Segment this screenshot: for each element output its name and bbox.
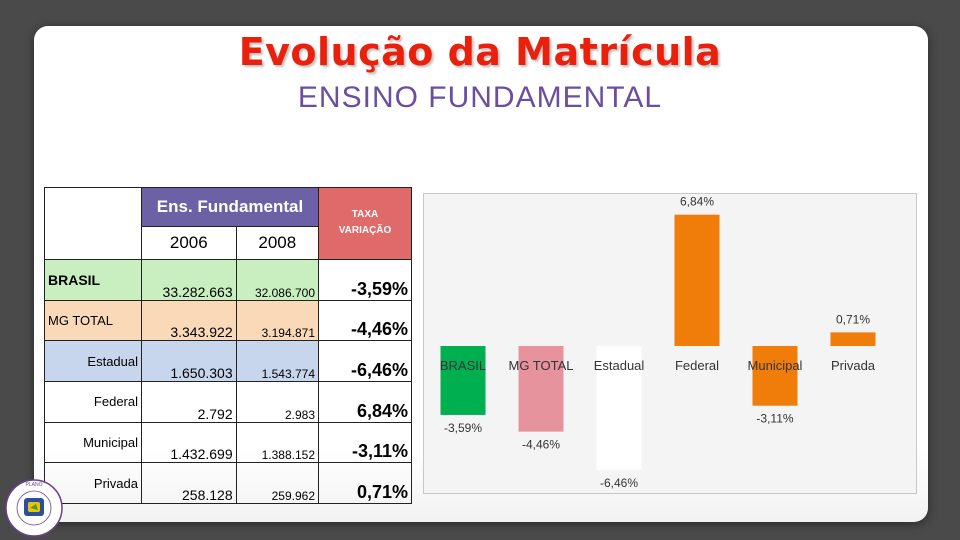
year-header-2006: 2006 xyxy=(141,225,237,260)
table-row: BRASIL 33.282.663 32.086.700 -3,59% xyxy=(44,258,412,301)
category-label: Federal xyxy=(675,358,719,373)
row-label: Estadual xyxy=(44,340,142,382)
bar-federal xyxy=(674,214,720,346)
table-row: Federal 2.792 2.983 6,84% xyxy=(44,380,412,423)
category-label: Estadual xyxy=(594,358,645,373)
rate-value: -3,59% xyxy=(318,258,412,301)
value-2006: 33.282.663 xyxy=(141,258,237,301)
bar-mg-total xyxy=(518,346,564,432)
table-rate-header: TAXA VARIAÇÃO xyxy=(318,187,412,260)
rate-header-line2: VARIAÇÃO xyxy=(338,225,392,237)
slide-title: Evolução da Matrícula xyxy=(238,30,722,74)
data-label: -4,46% xyxy=(522,438,560,452)
value-2008: 32.086.700 xyxy=(235,258,320,301)
data-label: 0,71% xyxy=(836,312,870,326)
category-label: Privada xyxy=(831,358,876,373)
rate-value: -6,46% xyxy=(318,340,412,382)
category-label: MG TOTAL xyxy=(508,358,573,373)
value-2008: 259.962 xyxy=(235,462,320,504)
row-label: Federal xyxy=(44,380,142,423)
rate-value: 6,84% xyxy=(318,380,412,423)
bar-municipal xyxy=(752,346,798,406)
rate-header-line1: TAXA xyxy=(351,209,379,221)
rate-value: 0,71% xyxy=(318,462,412,504)
rate-value: -4,46% xyxy=(318,299,412,342)
row-label: Municipal xyxy=(44,421,142,464)
rate-bar-chart: -3,59% -4,46% -6,46% 6,84% -3,11% 0,71% BRASIL… xyxy=(423,193,917,494)
category-label: BRASIL xyxy=(440,358,486,373)
value-2008: 1.388.152 xyxy=(235,421,320,464)
table-row: Municipal 1.432.699 1.388.152 -3,11% xyxy=(44,421,412,464)
data-label: -3,59% xyxy=(444,421,482,435)
bar-privada xyxy=(830,332,876,346)
row-label: MG TOTAL xyxy=(44,299,142,342)
bar-brasil xyxy=(440,346,486,415)
table-row: Privada 258.128 259.962 0,71% xyxy=(44,462,412,504)
value-2008: 2.983 xyxy=(235,380,320,423)
value-2006: 258.128 xyxy=(141,462,237,504)
value-2006: 1.432.699 xyxy=(141,421,237,464)
chart-svg: -3,59% -4,46% -6,46% 6,84% -3,11% 0,71% BRASIL… xyxy=(440,195,876,490)
plano-decenal-logo: PLANO xyxy=(5,479,63,537)
slide-subtitle: ENSINO FUNDAMENTAL xyxy=(297,81,663,114)
data-label: -6,46% xyxy=(600,476,638,490)
year-header-2008: 2008 xyxy=(235,225,320,260)
table-corner-cell xyxy=(44,187,142,260)
value-2006: 2.792 xyxy=(141,380,237,423)
rate-value: -3,11% xyxy=(318,421,412,464)
table-row: Estadual 1.650.303 1.543.774 -6,46% xyxy=(44,340,412,382)
bar-estadual xyxy=(596,346,642,471)
data-label: -3,11% xyxy=(756,412,793,426)
data-label: 6,84% xyxy=(680,195,714,209)
value-2006: 3.343.922 xyxy=(141,299,237,342)
value-2006: 1.650.303 xyxy=(141,340,237,382)
enrollment-table: Ens. Fundamental TAXA VARIAÇÃO 2006 2008… xyxy=(44,187,412,504)
svg-text:PLANO: PLANO xyxy=(26,482,43,488)
table-row: MG TOTAL 3.343.922 3.194.871 -4,46% xyxy=(44,299,412,342)
category-label: Municipal xyxy=(748,358,803,373)
value-2008: 3.194.871 xyxy=(235,299,320,342)
value-2008: 1.543.774 xyxy=(235,340,320,382)
row-label: BRASIL xyxy=(44,258,142,301)
table-group-header: Ens. Fundamental xyxy=(141,187,319,227)
